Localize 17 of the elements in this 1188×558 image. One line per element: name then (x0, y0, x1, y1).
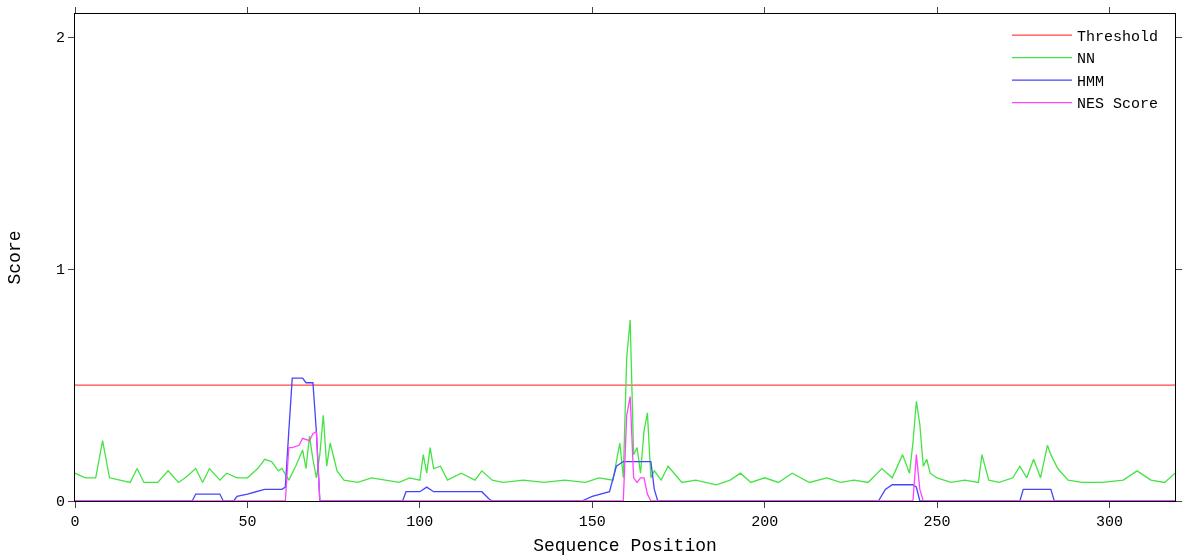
y-axis-title: Score (5, 230, 26, 285)
legend-label: HMM (1077, 73, 1105, 91)
y-tick-label: 1 (55, 262, 65, 280)
legend-label: NES Score (1077, 96, 1159, 114)
x-tick-label: 50 (238, 514, 257, 531)
y-tick-label: 0 (55, 494, 65, 512)
line-series (75, 319, 1175, 486)
x-tick-label: 200 (751, 514, 779, 531)
x-tick-label: 250 (923, 514, 951, 531)
x-tick-label: 300 (1095, 514, 1123, 531)
x-tick-label: 0 (70, 514, 80, 531)
legend-label: NN (1077, 51, 1096, 69)
x-tick-label: 150 (578, 514, 606, 531)
x-axis-title: Sequence Position (533, 536, 717, 557)
legend-label: Threshold (1077, 28, 1159, 46)
x-tick-label: 100 (406, 514, 434, 531)
y-tick-label: 2 (55, 30, 65, 48)
